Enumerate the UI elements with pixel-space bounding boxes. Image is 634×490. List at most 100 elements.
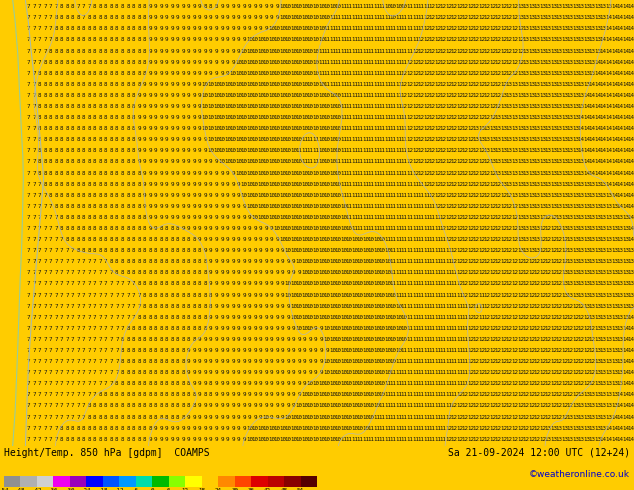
Text: 8: 8 xyxy=(132,182,135,187)
Text: 10: 10 xyxy=(362,370,369,375)
Text: 13: 13 xyxy=(539,82,546,87)
Text: 8: 8 xyxy=(143,60,146,65)
Text: 10: 10 xyxy=(318,415,325,419)
Text: 7: 7 xyxy=(71,348,74,353)
Text: 11: 11 xyxy=(384,426,391,431)
Text: 9: 9 xyxy=(154,115,157,120)
Text: 13: 13 xyxy=(561,437,568,441)
Text: 10: 10 xyxy=(301,304,308,309)
Text: 13: 13 xyxy=(506,93,513,98)
Text: 10: 10 xyxy=(257,49,264,53)
Text: 7: 7 xyxy=(43,337,47,342)
Text: 10: 10 xyxy=(235,126,242,131)
Text: 7: 7 xyxy=(32,26,36,31)
Text: 11: 11 xyxy=(478,304,485,309)
Text: 13: 13 xyxy=(605,270,612,275)
Text: 13: 13 xyxy=(572,193,579,198)
Text: 10: 10 xyxy=(296,15,303,20)
Text: 10: 10 xyxy=(296,437,303,441)
Text: 10: 10 xyxy=(246,204,253,209)
Text: 10: 10 xyxy=(285,426,292,431)
Text: 10: 10 xyxy=(356,304,363,309)
Text: 11: 11 xyxy=(384,148,391,153)
Text: 9: 9 xyxy=(254,281,257,287)
Text: 11: 11 xyxy=(368,148,375,153)
Text: 10: 10 xyxy=(290,293,297,297)
Text: 11: 11 xyxy=(384,403,391,409)
Text: 9: 9 xyxy=(226,304,229,309)
Text: 11: 11 xyxy=(346,148,353,153)
Text: 8: 8 xyxy=(60,37,63,43)
Text: 9: 9 xyxy=(165,137,169,142)
Text: 11: 11 xyxy=(384,204,391,209)
Text: 9: 9 xyxy=(214,248,218,253)
Text: 11: 11 xyxy=(368,437,375,441)
Text: 14: 14 xyxy=(611,159,618,165)
Text: 8: 8 xyxy=(43,104,47,109)
Text: 8: 8 xyxy=(87,403,91,409)
Text: 8: 8 xyxy=(71,104,74,109)
Text: 8: 8 xyxy=(132,392,135,397)
Text: 8: 8 xyxy=(181,359,185,364)
Text: 7: 7 xyxy=(82,370,86,375)
Text: 13: 13 xyxy=(589,204,596,209)
Text: 14: 14 xyxy=(605,126,612,131)
Text: 10: 10 xyxy=(301,4,308,9)
Text: 12: 12 xyxy=(500,248,507,253)
Text: 8: 8 xyxy=(87,49,91,53)
Text: 12: 12 xyxy=(550,248,557,253)
Text: 8: 8 xyxy=(120,82,124,87)
Text: 11: 11 xyxy=(351,4,358,9)
Text: 10: 10 xyxy=(307,237,314,242)
Text: 11: 11 xyxy=(417,293,424,297)
Text: 11: 11 xyxy=(384,193,391,198)
Text: 8: 8 xyxy=(171,337,174,342)
Text: 13: 13 xyxy=(578,71,585,76)
Text: 10: 10 xyxy=(329,126,336,131)
Text: 12: 12 xyxy=(484,60,491,65)
Text: 12: 12 xyxy=(473,237,480,242)
Text: 12: 12 xyxy=(462,270,469,275)
Text: 7: 7 xyxy=(77,4,80,9)
Text: 12: 12 xyxy=(478,381,485,386)
Text: 9: 9 xyxy=(214,403,218,409)
Text: 8: 8 xyxy=(120,126,124,131)
Text: 8: 8 xyxy=(93,115,96,120)
Text: 8: 8 xyxy=(120,49,124,53)
Text: 12: 12 xyxy=(439,215,446,220)
Text: 8: 8 xyxy=(65,193,69,198)
Text: 10: 10 xyxy=(252,426,259,431)
Text: 8: 8 xyxy=(187,403,190,409)
Text: 11: 11 xyxy=(417,215,424,220)
Text: 9: 9 xyxy=(226,293,229,297)
Text: 11: 11 xyxy=(406,204,413,209)
Text: 8: 8 xyxy=(176,293,179,297)
Text: 12: 12 xyxy=(484,370,491,375)
Text: 7: 7 xyxy=(98,293,102,297)
Text: 13: 13 xyxy=(572,93,579,98)
Text: 11: 11 xyxy=(362,93,369,98)
Text: 11: 11 xyxy=(378,148,385,153)
Text: 12: 12 xyxy=(500,281,507,287)
Text: 7: 7 xyxy=(65,270,69,275)
Text: 8: 8 xyxy=(49,71,52,76)
Text: 9: 9 xyxy=(220,171,224,175)
Text: 9: 9 xyxy=(187,415,190,419)
Text: 7: 7 xyxy=(55,359,58,364)
Text: 8: 8 xyxy=(115,392,119,397)
Text: 12: 12 xyxy=(439,93,446,98)
Text: 11: 11 xyxy=(373,15,380,20)
Text: 10: 10 xyxy=(262,159,269,165)
Text: 13: 13 xyxy=(600,204,607,209)
Text: 13: 13 xyxy=(500,159,507,165)
Text: 9: 9 xyxy=(204,171,207,175)
Text: 10: 10 xyxy=(351,381,358,386)
Text: 10: 10 xyxy=(235,137,242,142)
Text: 11: 11 xyxy=(429,259,436,264)
Text: 13: 13 xyxy=(550,37,557,43)
Text: 11: 11 xyxy=(340,104,347,109)
Text: 9: 9 xyxy=(248,337,251,342)
Text: 12: 12 xyxy=(467,115,474,120)
Text: 8: 8 xyxy=(98,71,102,76)
Text: 9: 9 xyxy=(242,392,246,397)
